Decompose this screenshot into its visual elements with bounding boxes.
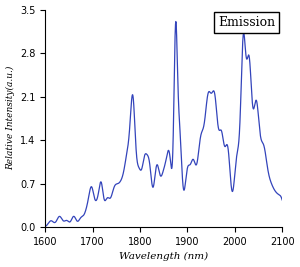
X-axis label: Wavelength (nm): Wavelength (nm) <box>119 252 208 261</box>
Y-axis label: Relative Intensity(a.u.): Relative Intensity(a.u.) <box>6 66 15 171</box>
Text: Emission: Emission <box>218 16 275 29</box>
